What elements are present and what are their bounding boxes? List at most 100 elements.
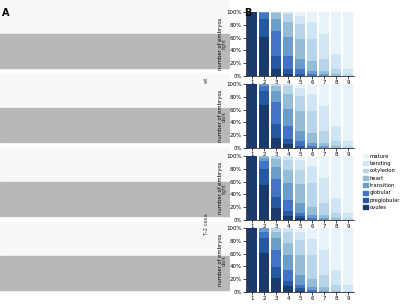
Bar: [331, 12, 341, 54]
Bar: [307, 147, 317, 148]
Bar: [283, 286, 293, 292]
Bar: [331, 126, 341, 141]
Bar: [331, 141, 341, 147]
Bar: [283, 216, 293, 220]
Bar: [307, 183, 317, 207]
Bar: [271, 84, 281, 85]
Text: wt: wt: [204, 77, 208, 83]
Bar: [295, 74, 305, 76]
Bar: [283, 160, 293, 170]
Bar: [307, 228, 317, 239]
Bar: [307, 22, 317, 39]
Bar: [271, 167, 281, 179]
Bar: [295, 288, 305, 291]
Bar: [271, 278, 281, 292]
Bar: [259, 157, 269, 161]
Bar: [271, 160, 281, 167]
Bar: [283, 211, 293, 216]
Bar: [319, 71, 329, 74]
Bar: [307, 207, 317, 215]
Bar: [319, 12, 329, 33]
Bar: [307, 254, 317, 279]
Bar: [259, 232, 269, 238]
Bar: [259, 105, 269, 148]
Bar: [319, 84, 329, 105]
Bar: [331, 219, 341, 220]
Bar: [283, 144, 293, 148]
Bar: [295, 111, 305, 131]
Bar: [343, 213, 353, 219]
Bar: [295, 275, 305, 285]
Bar: [319, 33, 329, 59]
Bar: [259, 19, 269, 37]
Bar: [295, 96, 305, 111]
Y-axis label: number of embryos: number of embryos: [218, 234, 224, 286]
Bar: [271, 232, 281, 238]
Bar: [319, 131, 329, 143]
Bar: [271, 267, 281, 278]
Bar: [295, 131, 305, 141]
Bar: [343, 12, 353, 69]
Bar: [331, 271, 341, 285]
Bar: [331, 285, 341, 291]
Bar: [331, 213, 341, 219]
Bar: [343, 84, 353, 141]
Bar: [295, 232, 305, 240]
Bar: [283, 84, 293, 86]
Bar: [271, 156, 281, 160]
Y-axis label: number of embryos: number of embryos: [218, 18, 224, 70]
Bar: [0, 74, 230, 108]
Bar: [259, 85, 269, 91]
Bar: [0, 34, 230, 68]
Bar: [319, 250, 329, 275]
Bar: [343, 141, 353, 147]
Bar: [259, 253, 269, 292]
Bar: [295, 12, 305, 16]
Bar: [259, 156, 269, 157]
Bar: [283, 243, 293, 255]
Bar: [319, 203, 329, 215]
Bar: [295, 184, 305, 203]
Bar: [283, 270, 293, 281]
Legend: mature, bending, cotyledon, heart, transition, globular, preglobular, ovules: mature, bending, cotyledon, heart, trans…: [363, 154, 400, 210]
Bar: [307, 156, 317, 166]
Bar: [295, 16, 305, 24]
Bar: [295, 291, 305, 292]
Bar: [295, 59, 305, 69]
Bar: [319, 74, 329, 76]
Bar: [271, 12, 281, 13]
Bar: [331, 84, 341, 126]
Bar: [247, 84, 257, 148]
Bar: [307, 287, 317, 290]
Bar: [271, 85, 281, 91]
Bar: [283, 228, 293, 232]
Bar: [319, 147, 329, 148]
Bar: [307, 71, 317, 74]
Bar: [271, 69, 281, 76]
Bar: [283, 69, 293, 74]
Text: dark: dark: [222, 110, 226, 122]
Bar: [295, 228, 305, 232]
Bar: [295, 84, 305, 88]
Bar: [331, 74, 341, 76]
Bar: [319, 275, 329, 287]
Bar: [271, 102, 281, 124]
Bar: [319, 59, 329, 71]
Bar: [331, 147, 341, 148]
Bar: [271, 238, 281, 250]
Bar: [307, 239, 317, 254]
Bar: [0, 222, 230, 256]
Bar: [283, 126, 293, 139]
Bar: [283, 37, 293, 56]
Bar: [259, 37, 269, 76]
Bar: [343, 219, 353, 220]
Bar: [295, 146, 305, 148]
Bar: [307, 219, 317, 220]
Bar: [283, 156, 293, 160]
Bar: [295, 285, 305, 288]
Bar: [343, 285, 353, 291]
Bar: [283, 12, 293, 14]
Bar: [283, 200, 293, 211]
Bar: [259, 169, 269, 185]
Bar: [331, 291, 341, 292]
